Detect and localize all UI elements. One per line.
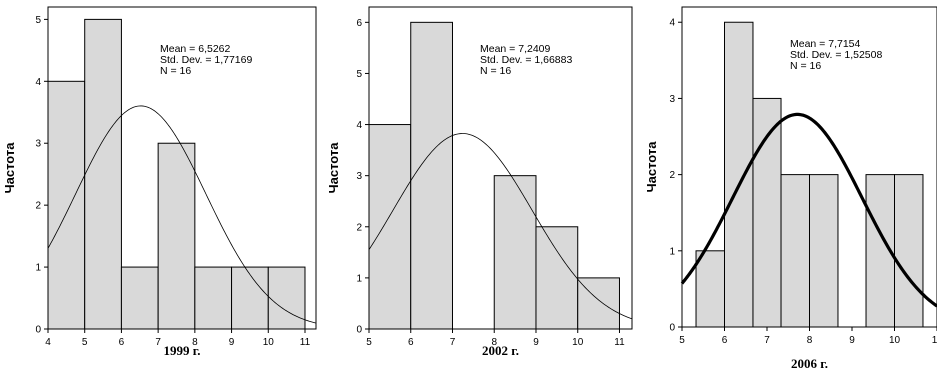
- histogram-bar: [410, 21, 453, 330]
- y-tick-label: 3: [35, 139, 41, 150]
- histogram-bar: [194, 266, 233, 330]
- x-axis-label: 2006 г.: [791, 356, 828, 371]
- histogram-bar: [84, 18, 122, 330]
- stats-mean: Mean = 7,2409: [480, 43, 551, 55]
- stats-n: N = 16: [790, 60, 821, 72]
- x-tick-label: 6: [722, 335, 728, 346]
- histogram-bar: [493, 175, 537, 330]
- histogram-bar: [267, 266, 306, 330]
- y-tick-label: 0: [35, 325, 41, 336]
- histogram-bar: [724, 21, 754, 328]
- stats-mean: Mean = 7,7154: [790, 38, 861, 50]
- x-tick-label: 8: [491, 337, 497, 348]
- stats-std-dev: Std. Dev. = 1,52508: [790, 49, 882, 61]
- y-tick-label: 1: [669, 246, 675, 257]
- histogram-bar: [157, 142, 196, 330]
- stats-std-dev: Std. Dev. = 1,77169: [160, 54, 252, 66]
- histogram-bar: [695, 250, 726, 328]
- x-tick-label: 5: [679, 335, 685, 346]
- x-tick-label: 9: [229, 337, 235, 348]
- stats-std-dev: Std. Dev. = 1,66883: [480, 54, 572, 66]
- x-tick-label: 6: [119, 337, 125, 348]
- stats-mean: Mean = 6,5262: [160, 43, 231, 55]
- x-tick-label: 6: [408, 337, 414, 348]
- y-tick-label: 6: [356, 18, 362, 29]
- stats-n: N = 16: [160, 65, 191, 77]
- y-tick-label: 4: [669, 18, 675, 29]
- y-axis-label: Частота: [644, 141, 659, 193]
- histogram-bar: [894, 174, 924, 328]
- x-axis-label: 1999 г.: [164, 343, 201, 358]
- x-tick-label: 5: [366, 337, 372, 348]
- y-tick-label: 3: [356, 171, 362, 182]
- histogram-bar: [752, 97, 782, 328]
- x-tick-label: 11: [300, 337, 311, 348]
- x-tick-label: 4: [45, 337, 51, 348]
- normal-curve: [368, 133, 633, 320]
- y-tick-label: 1: [35, 263, 41, 274]
- normal-curve: [47, 105, 317, 324]
- y-tick-label: 5: [35, 15, 41, 26]
- histogram-bar: [47, 80, 86, 330]
- y-tick-label: 0: [669, 323, 675, 334]
- histogram-bar: [809, 174, 839, 328]
- y-tick-label: 2: [35, 201, 41, 212]
- histogram-bar: [780, 174, 811, 328]
- x-tick-label: 11: [932, 335, 937, 346]
- y-tick-label: 2: [669, 170, 675, 181]
- y-tick-label: 1: [356, 273, 362, 284]
- x-tick-label: 7: [155, 337, 161, 348]
- y-tick-label: 4: [35, 77, 41, 88]
- x-tick-label: 10: [263, 337, 275, 348]
- y-tick-label: 0: [356, 325, 362, 336]
- histogram-bar: [120, 266, 159, 330]
- normal-curve: [680, 112, 937, 308]
- x-tick-label: 5: [82, 337, 88, 348]
- y-axis-label: Частота: [326, 142, 341, 194]
- x-tick-label: 11: [614, 337, 625, 348]
- histogram-bar: [368, 124, 412, 330]
- histogram-bar: [577, 277, 620, 330]
- x-tick-label: 8: [192, 337, 198, 348]
- x-tick-label: 10: [889, 335, 901, 346]
- x-tick-label: 10: [572, 337, 584, 348]
- x-tick-label: 8: [807, 335, 813, 346]
- stats-n: N = 16: [480, 65, 511, 77]
- y-tick-label: 5: [356, 69, 362, 80]
- y-tick-label: 4: [356, 120, 362, 131]
- histogram-bar: [231, 266, 269, 330]
- x-axis-label: 2002 г.: [482, 343, 519, 358]
- x-tick-label: 9: [849, 335, 855, 346]
- y-tick-label: 2: [356, 222, 362, 233]
- histogram-bar: [535, 226, 579, 330]
- y-axis-label: Частота: [2, 142, 17, 194]
- x-tick-label: 7: [764, 335, 770, 346]
- x-tick-label: 7: [450, 337, 456, 348]
- x-tick-label: 9: [533, 337, 539, 348]
- y-tick-label: 3: [669, 94, 675, 105]
